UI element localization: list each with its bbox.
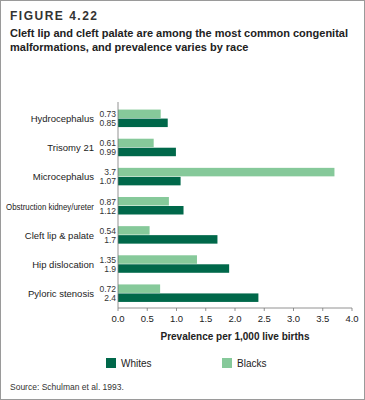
tick-label: 3.0	[287, 313, 300, 324]
legend-swatch	[222, 358, 232, 368]
subtitle: Cleft lip and cleft palate are among the…	[10, 27, 348, 53]
tick-label: 0.5	[141, 313, 154, 324]
title: FIGURE 4.22	[10, 9, 99, 23]
bar	[118, 139, 154, 148]
bar	[118, 148, 176, 157]
tick-label: 1.0	[170, 313, 183, 324]
tick	[293, 308, 294, 311]
bar	[118, 226, 150, 235]
tick	[176, 308, 177, 311]
data-label: 1.7	[104, 235, 116, 245]
bars	[118, 110, 334, 302]
tick	[322, 308, 323, 311]
frame	[1, 1, 365, 400]
bar	[118, 206, 184, 215]
category-label: Hydrocephalus	[31, 113, 95, 124]
data-label: 3.7	[104, 167, 116, 177]
bar	[118, 235, 217, 244]
tick-label: 0.0	[111, 313, 124, 324]
category-label: Cleft lip & palate	[25, 230, 94, 241]
bar	[118, 177, 181, 186]
legend-label: Whites	[121, 358, 152, 369]
tick	[147, 308, 148, 311]
subtitle-line: malformations, and prevalence varies by …	[10, 41, 248, 53]
bar	[118, 119, 168, 128]
data-label: 1.35	[99, 255, 116, 265]
data-label: 0.73	[99, 109, 116, 119]
data-label: 0.85	[99, 118, 116, 128]
source: Source: Schulman et al. 1993.	[10, 382, 124, 392]
tick-label: 3.5	[316, 313, 329, 324]
data-label: 0.99	[99, 147, 116, 157]
bar	[118, 197, 169, 206]
data-label: 0.87	[99, 197, 116, 207]
tick	[264, 308, 265, 311]
legend-label: Blacks	[237, 358, 266, 369]
tick-label: 2.5	[258, 313, 271, 324]
bar	[118, 168, 334, 177]
chart-root: FIGURE 4.22 Cleft lip and cleft palate ar…	[0, 0, 365, 400]
category-label: Trisomy 21	[47, 142, 94, 153]
data-label: 0.61	[99, 138, 116, 148]
category-label: Hip dislocation	[32, 259, 94, 270]
data-label: 0.72	[99, 284, 116, 294]
category-label: Microcephalus	[33, 171, 94, 182]
bar	[118, 293, 258, 302]
y-axis	[118, 102, 119, 308]
tick	[235, 308, 236, 311]
tick	[118, 308, 119, 311]
x-axis-label: Prevalence per 1,000 live births	[161, 331, 310, 342]
bar	[118, 110, 161, 119]
data-label: 2.4	[104, 293, 116, 303]
data-label: 1.07	[99, 176, 116, 186]
category-label: Pyloric stenosis	[28, 288, 94, 299]
subtitle-line: Cleft lip and cleft palate are among the…	[10, 27, 348, 39]
bar	[118, 255, 197, 263]
tick-label: 2.0	[228, 313, 241, 324]
bar	[118, 264, 229, 273]
data-label: 1.9	[104, 264, 116, 274]
chart-svg: FIGURE 4.22 Cleft lip and cleft palate ar…	[0, 0, 365, 400]
category-label: Obstruction kidney/ureter	[6, 201, 94, 212]
tick-label: 4.0	[345, 313, 358, 324]
data-label: 0.54	[99, 226, 116, 236]
tick	[205, 308, 206, 311]
legend-swatch	[106, 358, 116, 368]
data-label: 1.12	[99, 206, 116, 216]
tick-label: 1.5	[199, 313, 212, 324]
bar	[118, 284, 160, 293]
tick	[352, 308, 353, 311]
